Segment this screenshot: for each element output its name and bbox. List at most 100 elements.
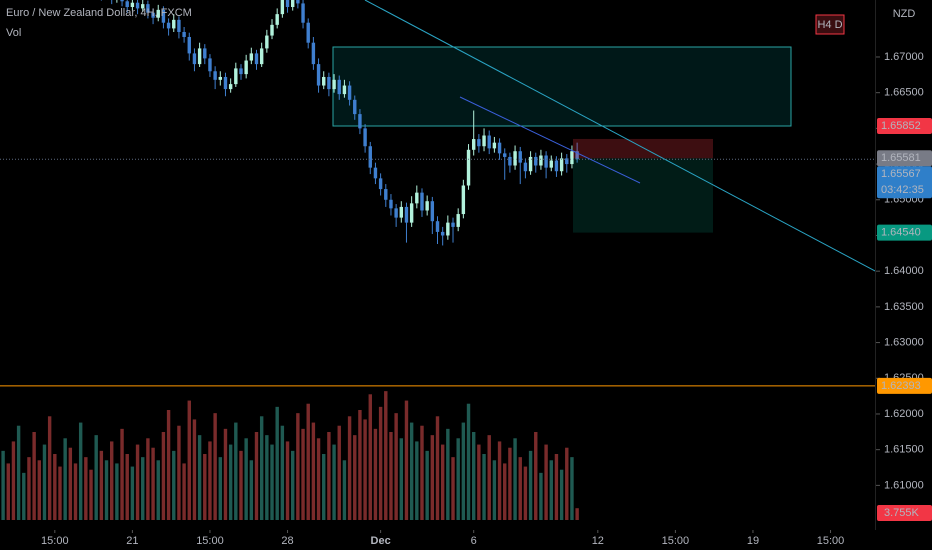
volume-bar xyxy=(275,406,279,520)
candle-body xyxy=(378,178,383,190)
volume-bar xyxy=(135,444,140,520)
volume-bar xyxy=(259,416,264,520)
candle-body xyxy=(570,151,574,165)
price-label: 1.62393 xyxy=(881,380,921,392)
volume-bar xyxy=(394,413,398,520)
volume-bar xyxy=(47,416,52,520)
volume-bar xyxy=(430,435,435,520)
price-label-box xyxy=(877,150,932,167)
volume-bar xyxy=(89,469,93,520)
candle-body xyxy=(559,158,564,172)
candle-body xyxy=(363,128,367,147)
price-label-box xyxy=(877,117,932,134)
volume-bar xyxy=(353,435,357,520)
volume-bar xyxy=(234,422,238,520)
y-tick-label: 1.66500 xyxy=(884,87,924,99)
volume-bar xyxy=(197,435,202,520)
candle-body xyxy=(549,160,553,168)
volume-bar xyxy=(244,438,248,520)
volume-bar xyxy=(487,435,491,520)
volume-bar xyxy=(166,410,171,520)
x-tick-label: 12 xyxy=(592,535,604,547)
volume-bar xyxy=(161,432,166,520)
y-tick-label: 1.67000 xyxy=(884,51,924,63)
candle-body xyxy=(322,76,326,86)
candle-body xyxy=(342,85,347,95)
volume-bar xyxy=(539,472,543,520)
candle-body xyxy=(534,156,538,166)
candle-body xyxy=(404,206,409,223)
candle-body xyxy=(497,142,502,154)
x-tick-label: 15:00 xyxy=(817,535,845,547)
y-tick-label: 1.63000 xyxy=(884,336,924,348)
candle-body xyxy=(384,189,388,200)
candle-body xyxy=(523,162,528,172)
candle-body xyxy=(223,76,228,90)
candle-body xyxy=(125,1,129,7)
volume-bar xyxy=(265,435,269,520)
badge[interactable]: H4 D xyxy=(817,19,842,31)
volume-bar xyxy=(404,400,409,520)
volume-bar xyxy=(549,460,553,520)
candle-body xyxy=(554,160,559,172)
trend-line xyxy=(364,0,875,272)
volume-bar xyxy=(435,416,440,520)
candle-body xyxy=(539,155,543,166)
candle-body xyxy=(332,79,336,90)
badge-box[interactable] xyxy=(815,14,845,35)
candle-body xyxy=(394,208,398,218)
volume-bar xyxy=(130,466,135,520)
stop-zone xyxy=(573,138,713,159)
candle-body xyxy=(130,2,135,7)
candle-body xyxy=(471,139,476,150)
price-label-box xyxy=(877,377,932,394)
volume-bar xyxy=(420,425,424,520)
volume-bar xyxy=(11,441,16,520)
volume-bar xyxy=(16,425,21,520)
volume-bar xyxy=(425,450,429,520)
volume-bar xyxy=(78,422,83,520)
volume-bar xyxy=(363,419,367,520)
volume-bar xyxy=(358,410,362,520)
volume-bar xyxy=(58,466,62,520)
candle-body xyxy=(228,84,233,90)
volume-bar xyxy=(109,441,114,520)
candle-body xyxy=(306,22,310,43)
candle-body xyxy=(213,71,217,80)
volume-bar xyxy=(316,438,321,520)
candle-body xyxy=(203,48,207,59)
volume-bar xyxy=(228,444,233,520)
candle-body xyxy=(477,139,481,147)
x-tick-label: 28 xyxy=(281,535,293,547)
candle-body xyxy=(327,76,331,90)
volume-bar xyxy=(22,472,26,520)
volume-bar xyxy=(254,432,259,520)
volume-bar xyxy=(503,463,507,520)
volume-bar xyxy=(327,432,331,520)
volume-bar xyxy=(322,454,326,520)
volume-bar xyxy=(296,413,300,520)
candle-body xyxy=(358,114,362,129)
volume-bar xyxy=(213,413,217,520)
plot-area xyxy=(0,0,875,520)
candle-body xyxy=(440,231,445,236)
volume-bar xyxy=(37,460,42,520)
candle-body xyxy=(234,68,238,85)
volume-bar xyxy=(378,406,383,520)
chart-title: Euro / New Zealand Dollar, 4H, FXCM xyxy=(6,7,192,19)
volume-bar xyxy=(208,441,212,520)
price-label: 1.65567 xyxy=(881,168,921,180)
candle-body xyxy=(249,53,254,61)
candle-body xyxy=(141,4,145,9)
volume-bar xyxy=(156,460,160,520)
candle-body xyxy=(368,146,372,168)
candle-body xyxy=(487,135,491,149)
candle-body xyxy=(446,222,450,236)
volume-bar xyxy=(32,432,36,520)
candle-body xyxy=(575,151,579,160)
supply-zone xyxy=(332,46,792,127)
volume-bar xyxy=(528,450,533,520)
volume-bar xyxy=(104,460,109,520)
volume-bar xyxy=(6,463,10,520)
